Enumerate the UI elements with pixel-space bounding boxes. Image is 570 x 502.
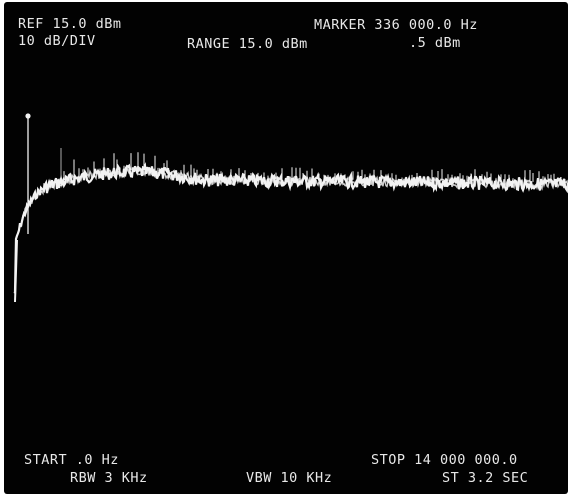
- marker-dot: [25, 113, 31, 119]
- start-frequency-readout: START .0 Hz: [24, 452, 119, 468]
- marker-level-readout: .5 dBm: [409, 35, 461, 51]
- trace-line-glow: [17, 167, 568, 235]
- sweep-time-readout: ST 3.2 SEC: [442, 470, 529, 486]
- scale-readout: 10 dB/DIV: [18, 33, 96, 49]
- spectrum-trace-area: [13, 113, 568, 303]
- trace-left-edge: [14, 239, 18, 303]
- spectrum-trace: [13, 118, 568, 303]
- vbw-readout: VBW 10 KHz: [246, 470, 333, 486]
- ref-level-readout: REF 15.0 dBm: [18, 16, 122, 32]
- rbw-readout: RBW 3 KHz: [70, 470, 148, 486]
- analyzer-screen: REF 15.0 dBm 10 dB/DIV RANGE 15.0 dBm MA…: [4, 2, 568, 494]
- range-readout: RANGE 15.0 dBm: [187, 36, 308, 52]
- marker-frequency-readout: MARKER 336 000.0 Hz: [314, 17, 478, 33]
- stop-frequency-readout: STOP 14 000 000.0: [371, 452, 518, 468]
